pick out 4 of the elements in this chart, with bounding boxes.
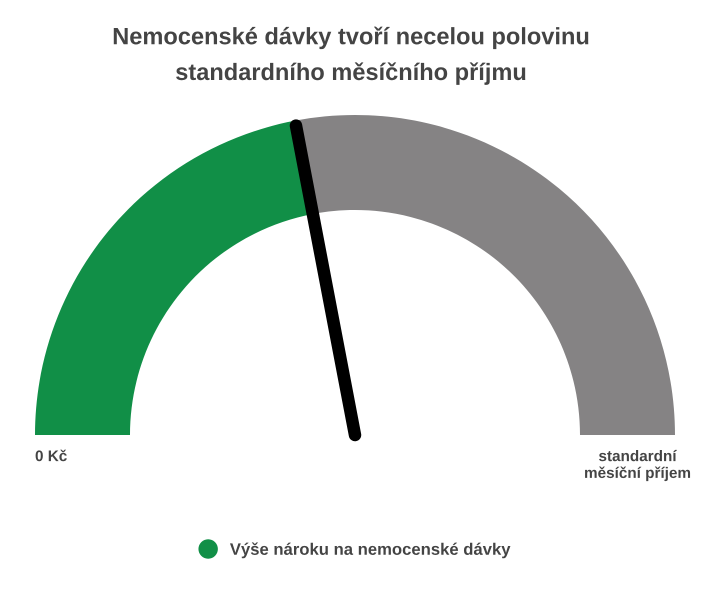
text: standardní měsíční příjem <box>585 450 690 482</box>
text: 0 Kč <box>36 450 67 462</box>
legend-label: Výše nároku na nemocenské dávky <box>230 542 510 558</box>
chart-title: Nemocenské dávky tvoří necelou polovinu standardního měsíčního příjmu <box>114 26 588 85</box>
